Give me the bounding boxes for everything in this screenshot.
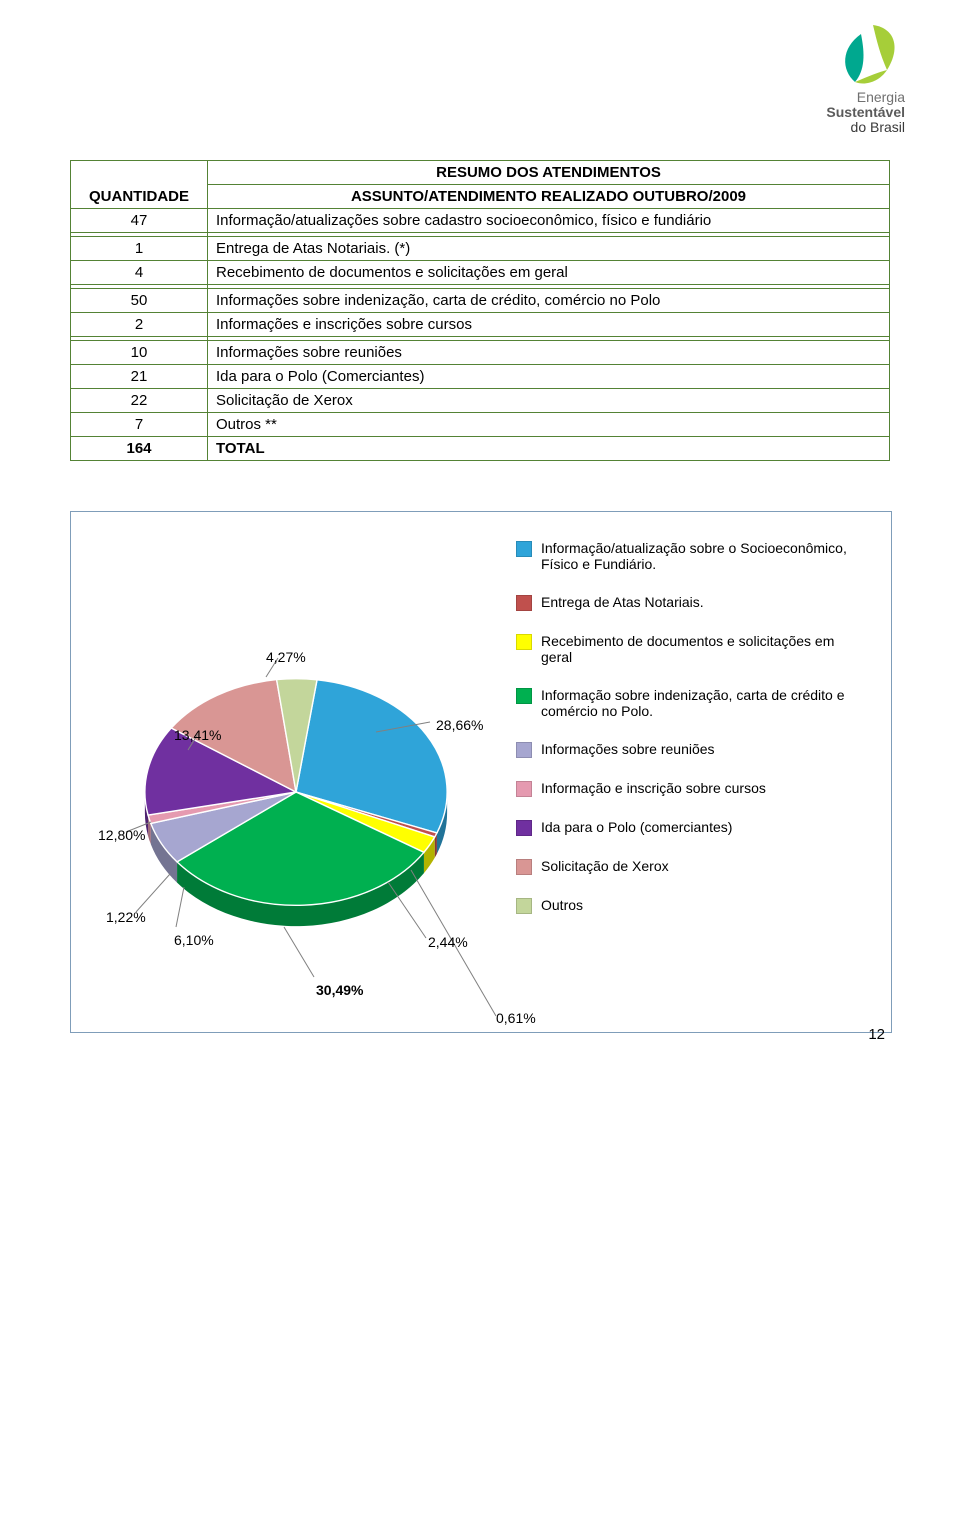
- legend-label: Recebimento de documentos e solicitações…: [541, 633, 866, 665]
- legend-swatch: [516, 634, 532, 650]
- table-row: 2 Informações e inscrições sobre cursos: [71, 313, 890, 337]
- leader-lines: [126, 622, 566, 1142]
- pie-slice-label: 1,22%: [106, 909, 146, 925]
- brand-logo: Energia Sustentável do Brasil: [826, 20, 905, 135]
- legend-item: Informação sobre indenização, carta de c…: [516, 687, 866, 719]
- table-title: RESUMO DOS ATENDIMENTOS: [208, 161, 890, 185]
- table-row: 4 Recebimento de documentos e solicitaçõ…: [71, 261, 890, 285]
- legend-label: Informações sobre reuniões: [541, 741, 715, 758]
- legend-swatch: [516, 742, 532, 758]
- pie-slice-label: 4,27%: [266, 649, 306, 665]
- pie-slice-label: 28,66%: [436, 717, 483, 733]
- legend-label: Informação sobre indenização, carta de c…: [541, 687, 866, 719]
- pie-slice-label: 12,80%: [98, 827, 145, 843]
- table-row: 47 Informação/atualizações sobre cadastr…: [71, 209, 890, 233]
- legend-swatch: [516, 781, 532, 797]
- table-row: 7 Outros **: [71, 413, 890, 437]
- legend-label: Entrega de Atas Notariais.: [541, 594, 704, 611]
- legend-item: Entrega de Atas Notariais.: [516, 594, 866, 611]
- legend-swatch: [516, 898, 532, 914]
- legend-label: Informação/atualização sobre o Socioecon…: [541, 540, 866, 572]
- pie-slice-label: 0,61%: [496, 1010, 536, 1026]
- table-row: 1 Entrega de Atas Notariais. (*): [71, 237, 890, 261]
- pie-chart: 28,66% 0,61% 2,44% 30,49% 6,10% 1,22% 12,80% 13…: [70, 511, 892, 1033]
- legend-item: Solicitação de Xerox: [516, 858, 866, 875]
- table-row: 164 TOTAL: [71, 437, 890, 461]
- logo-line2: Sustentável: [826, 105, 905, 120]
- legend-item: Recebimento de documentos e solicitações…: [516, 633, 866, 665]
- logo-line1: Energia: [826, 90, 905, 105]
- pie-slice-label: 6,10%: [174, 932, 214, 948]
- table-row: 50 Informações sobre indenização, carta …: [71, 289, 890, 313]
- chart-legend: Informação/atualização sobre o Socioecon…: [516, 540, 866, 936]
- legend-item: Ida para o Polo (comerciantes): [516, 819, 866, 836]
- table-row: 22 Solicitação de Xerox: [71, 389, 890, 413]
- pie-slice-label: 13,41%: [174, 727, 221, 743]
- atendimentos-table: RESUMO DOS ATENDIMENTOS QUANTIDADE ASSUN…: [70, 160, 890, 461]
- legend-item: Informação/atualização sobre o Socioecon…: [516, 540, 866, 572]
- legend-label: Solicitação de Xerox: [541, 858, 669, 875]
- legend-swatch: [516, 541, 532, 557]
- pie-slice-label: 30,49%: [316, 982, 363, 998]
- legend-item: Informação e inscrição sobre cursos: [516, 780, 866, 797]
- table-header-desc: ASSUNTO/ATENDIMENTO REALIZADO OUTUBRO/20…: [208, 185, 890, 209]
- legend-item: Outros: [516, 897, 866, 914]
- legend-label: Outros: [541, 897, 583, 914]
- table-blank-cell: [71, 161, 208, 185]
- legend-swatch: [516, 688, 532, 704]
- pie-slice-label: 2,44%: [428, 934, 468, 950]
- legend-swatch: [516, 595, 532, 611]
- page-number: 12: [868, 1026, 885, 1043]
- table-header-qty: QUANTIDADE: [71, 185, 208, 209]
- table-row: 21 Ida para o Polo (Comerciantes): [71, 365, 890, 389]
- legend-label: Ida para o Polo (comerciantes): [541, 819, 732, 836]
- logo-line3: do Brasil: [826, 120, 905, 135]
- legend-item: Informações sobre reuniões: [516, 741, 866, 758]
- legend-swatch: [516, 820, 532, 836]
- legend-label: Informação e inscrição sobre cursos: [541, 780, 766, 797]
- leaf-icon: [835, 20, 905, 88]
- legend-swatch: [516, 859, 532, 875]
- table-row: 10 Informações sobre reuniões: [71, 341, 890, 365]
